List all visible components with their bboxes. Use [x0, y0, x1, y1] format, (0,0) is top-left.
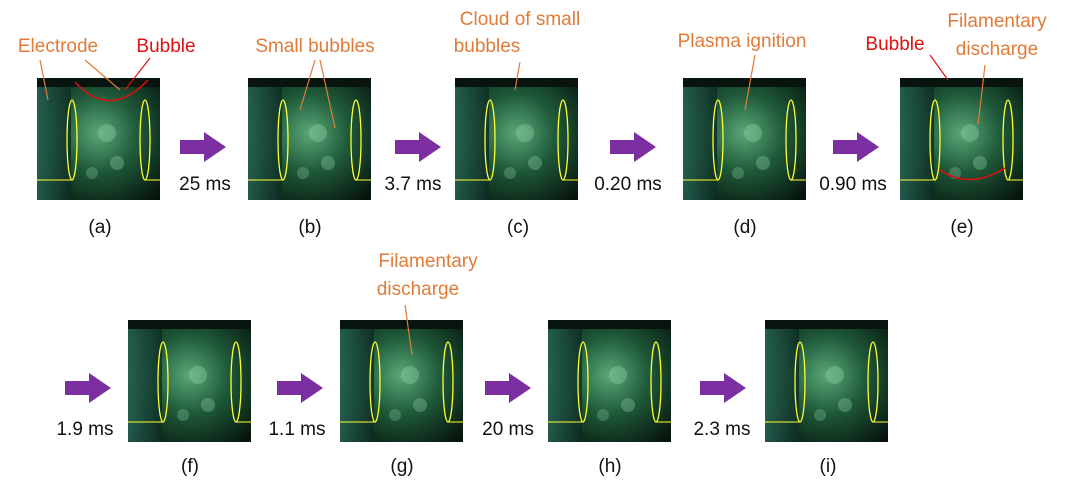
photo-frame — [765, 320, 888, 442]
annotation: bubbles — [454, 36, 521, 57]
time-label: 2.3 ms — [693, 419, 750, 440]
annotation: Bubble — [136, 36, 195, 57]
figure: Electrode Bubble Small bubbles Cloud of … — [0, 0, 1069, 484]
time-label: 25 ms — [179, 174, 231, 195]
arrow — [833, 132, 879, 162]
panel-label: (e) — [950, 217, 973, 238]
time-label: 1.9 ms — [56, 419, 113, 440]
arrow — [485, 373, 531, 403]
annotation: discharge — [956, 39, 1038, 60]
arrow — [65, 373, 111, 403]
time-label: 0.20 ms — [594, 174, 662, 195]
time-label: 3.7 ms — [384, 174, 441, 195]
panel-label: (g) — [390, 456, 413, 477]
panel-label: (f) — [181, 456, 199, 477]
annotation: Cloud of small — [460, 9, 580, 30]
arrow — [610, 132, 656, 162]
annotation: Small bubbles — [255, 36, 374, 57]
photo-frame — [128, 320, 251, 442]
annotation: Bubble — [865, 34, 924, 55]
panel-label: (i) — [820, 456, 837, 477]
panel-label: (b) — [298, 217, 321, 238]
arrow — [700, 373, 746, 403]
photo-frame — [900, 78, 1023, 200]
photo-frame — [37, 78, 160, 200]
arrow — [180, 132, 226, 162]
arrow — [277, 373, 323, 403]
annotation: Filamentary — [378, 251, 478, 272]
photo-frame — [683, 78, 806, 200]
time-label: 20 ms — [482, 419, 534, 440]
panel-label: (h) — [598, 456, 621, 477]
photo-frame — [548, 320, 671, 442]
time-label: 1.1 ms — [268, 419, 325, 440]
panel-label: (c) — [507, 217, 529, 238]
pointer — [930, 55, 948, 80]
panel-label: (a) — [88, 217, 111, 238]
annotation: Plasma ignition — [678, 31, 807, 52]
photo-frame — [248, 78, 371, 200]
photo-frame — [340, 320, 463, 442]
panel-label: (d) — [733, 217, 756, 238]
annotation: discharge — [377, 279, 459, 300]
annotation: Electrode — [18, 36, 98, 57]
arrow — [395, 132, 441, 162]
photo-frame — [455, 78, 578, 200]
time-label: 0.90 ms — [819, 174, 887, 195]
annotation: Filamentary — [947, 11, 1047, 32]
